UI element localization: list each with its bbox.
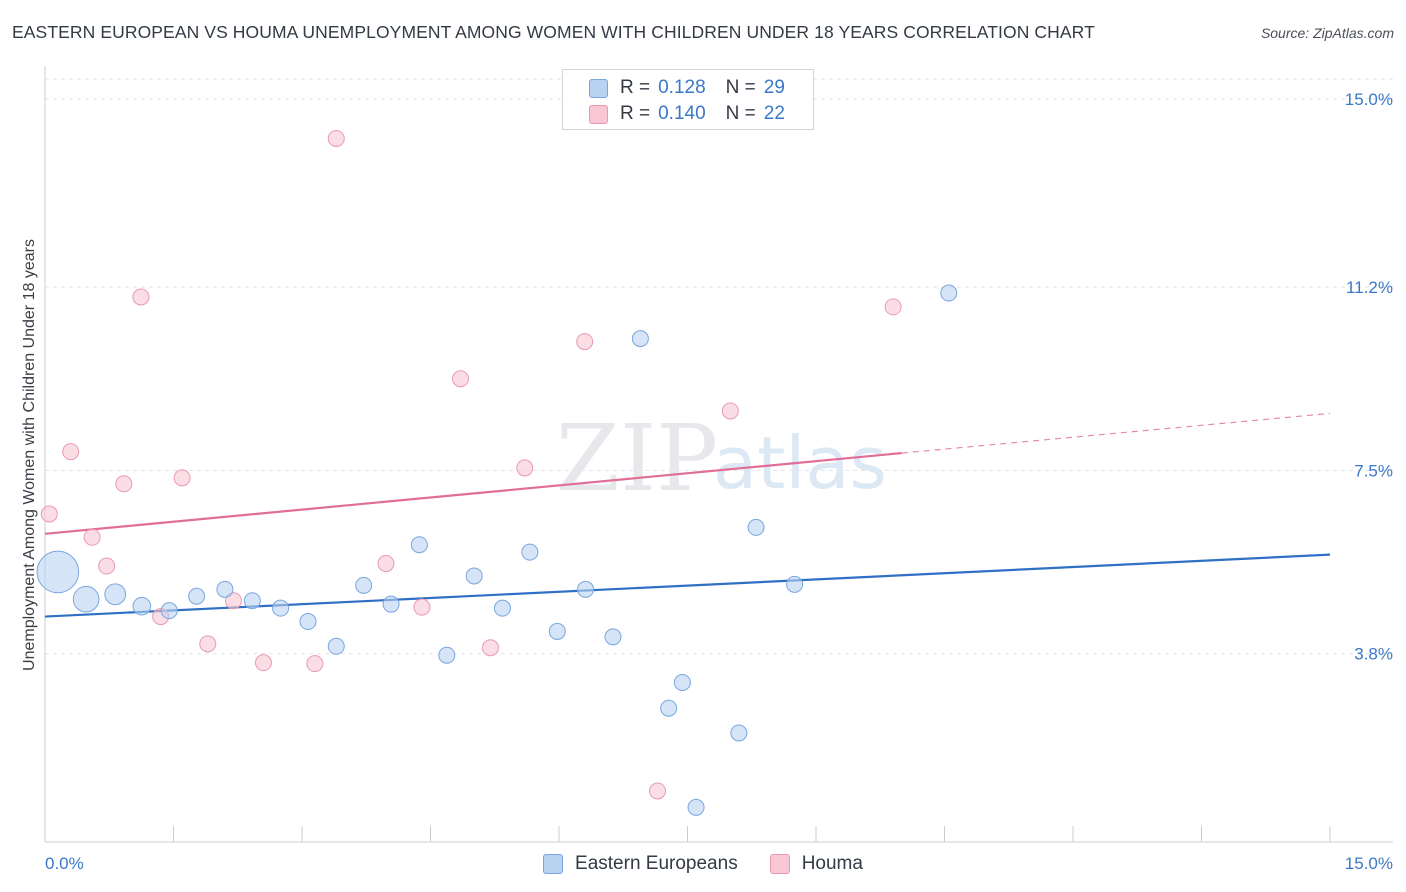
tick-labels: 3.8% 7.5% 11.2% 15.0% 0.0% 15.0%: [45, 90, 1393, 873]
eastern-point: [747, 518, 765, 536]
houma-point: [649, 782, 667, 800]
eastern-point: [355, 576, 373, 594]
x-tick-label: 0.0%: [45, 854, 84, 873]
houma-point: [173, 469, 191, 487]
houma-point: [413, 598, 431, 616]
legend-n-label: N =: [725, 103, 756, 124]
legend-label-houma: Houma: [801, 853, 863, 874]
houma-point: [132, 288, 150, 306]
legend-r-value: 0.140: [658, 103, 706, 124]
eastern-point: [104, 583, 127, 606]
y-tick-label: 3.8%: [1354, 645, 1393, 664]
eastern-point: [604, 628, 622, 646]
eastern-point: [410, 536, 428, 554]
legend-item-eastern-europeans[interactable]: Eastern Europeans: [543, 853, 738, 875]
legend-row-eastern: R = 0.128 N = 29: [589, 76, 785, 100]
series-legend: Eastern Europeans Houma: [0, 851, 1406, 877]
houma-swatch: [589, 104, 608, 124]
houma-point: [62, 443, 80, 461]
y-tick-label: 15.0%: [1345, 90, 1393, 109]
y-tick-label: 7.5%: [1354, 461, 1393, 480]
houma-point: [224, 592, 242, 610]
legend-n-value: 29: [763, 77, 785, 98]
houma-point: [98, 557, 116, 575]
trend-line-eastern: [44, 553, 1331, 618]
y-tick-label: 11.2%: [1346, 278, 1393, 297]
eastern-point: [548, 622, 566, 640]
eastern-point: [786, 575, 804, 593]
houma-point: [115, 475, 133, 493]
houma-point: [576, 333, 594, 351]
chart-title: EASTERN EUROPEAN VS HOUMA UNEMPLOYMENT A…: [12, 22, 1095, 42]
eastern-point: [577, 580, 595, 598]
grid-lines: [45, 78, 1393, 655]
houma-point: [377, 555, 395, 573]
source-credit: Source: ZipAtlas.com: [1260, 25, 1394, 41]
eastern-point: [36, 550, 80, 594]
eastern-swatch: [543, 854, 564, 874]
houma-swatch: [769, 854, 790, 874]
eastern-point: [438, 646, 456, 664]
eastern-point: [631, 330, 649, 348]
houma-point: [721, 402, 739, 420]
houma-point: [83, 528, 101, 546]
legend-label-eastern: Eastern Europeans: [575, 853, 738, 874]
eastern-point: [465, 567, 483, 585]
legend-row-houma: R = 0.140 N = 22: [589, 102, 785, 126]
houma-point: [254, 654, 272, 672]
houma-point: [199, 635, 217, 653]
houma-point: [327, 129, 345, 147]
eastern-point: [382, 595, 400, 613]
eastern-point: [673, 673, 691, 691]
legend-n-value: 22: [763, 103, 785, 124]
trend-line-houma-extension: [901, 412, 1331, 454]
houma-point: [40, 505, 58, 523]
trend-line-houma: [44, 451, 902, 535]
eastern-point: [299, 613, 317, 631]
data-points: [36, 129, 958, 816]
eastern-point: [72, 585, 100, 613]
legend-r-value: 0.128: [658, 77, 706, 98]
eastern-point: [272, 599, 290, 617]
eastern-point: [243, 592, 261, 610]
eastern-point: [188, 587, 206, 605]
eastern-point: [660, 699, 678, 717]
legend-r-label: R =: [620, 103, 651, 124]
houma-point: [516, 459, 534, 477]
trend-lines: [44, 412, 1331, 618]
watermark-zip: ZIP: [556, 405, 718, 512]
houma-point: [884, 298, 902, 316]
legend-r-label: R =: [620, 77, 651, 98]
eastern-point: [493, 599, 511, 617]
x-tick-label: 15.0%: [1345, 854, 1393, 873]
legend-item-houma[interactable]: Houma: [769, 853, 863, 875]
eastern-swatch: [589, 78, 608, 98]
legend-n-label: N =: [725, 77, 756, 98]
eastern-point: [327, 637, 345, 655]
stats-legend: R = 0.128 N = 29 R = 0.140 N = 22: [562, 69, 814, 130]
houma-point: [481, 639, 499, 657]
axes: [44, 66, 1393, 843]
eastern-point: [132, 596, 152, 616]
eastern-point: [521, 543, 539, 561]
houma-point: [306, 655, 324, 673]
eastern-point: [730, 724, 748, 742]
eastern-point: [216, 580, 234, 598]
eastern-point: [160, 602, 178, 620]
eastern-point: [687, 798, 705, 816]
houma-point: [451, 370, 469, 388]
eastern-point: [940, 284, 958, 302]
